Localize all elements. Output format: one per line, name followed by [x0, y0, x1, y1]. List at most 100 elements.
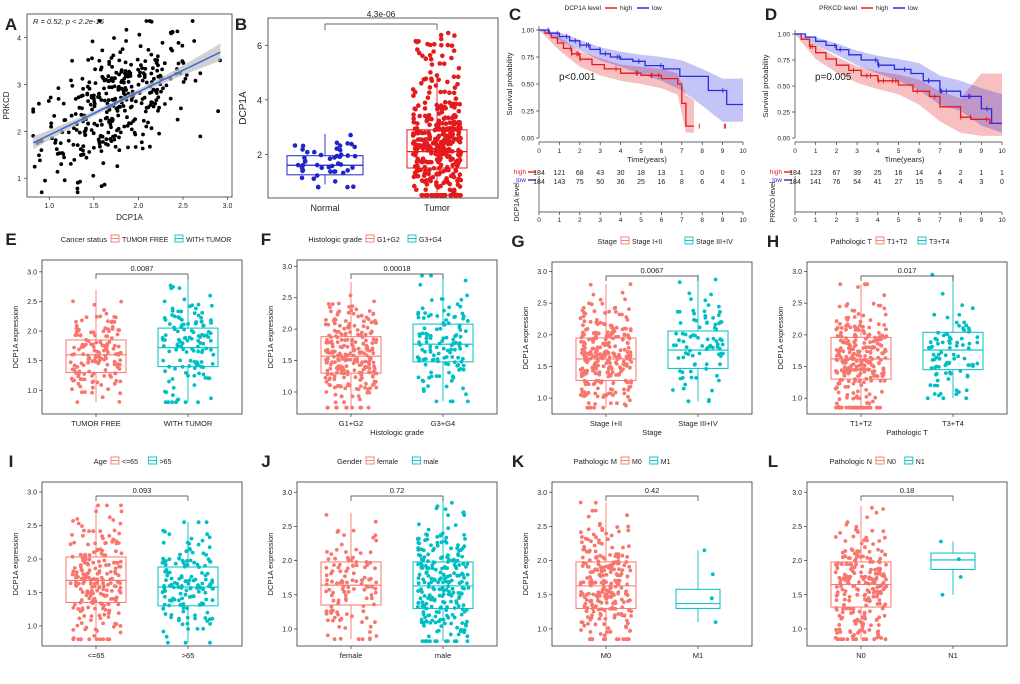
data-point: [106, 615, 111, 619]
data-point: [364, 596, 369, 601]
data-point: [371, 337, 376, 342]
data-point: [619, 597, 624, 602]
data-point: [163, 529, 167, 534]
y-tick-label: 2.5: [537, 524, 547, 531]
data-point: [345, 357, 350, 362]
data-point-tumor: [447, 90, 452, 96]
data-point: [356, 394, 361, 398]
data-point: [858, 319, 863, 324]
scatter-point: [129, 62, 134, 67]
data-point: [335, 581, 339, 586]
data-point: [369, 320, 374, 325]
data-point: [609, 401, 613, 406]
data-point: [951, 352, 956, 357]
data-point: [114, 622, 119, 626]
data-point-tumor: [441, 61, 447, 66]
panel-e: E Cancer status TUMOR FREE WITH TUMORTUMOR …: [5, 230, 243, 428]
data-point: [975, 361, 980, 366]
scatter-point: [116, 113, 121, 118]
data-point: [444, 535, 449, 540]
data-point: [834, 348, 839, 352]
data-point: [419, 561, 423, 566]
data-point: [87, 637, 92, 642]
data-point: [429, 370, 433, 375]
data-point: [882, 613, 887, 618]
data-point: [869, 378, 874, 383]
data-point: [861, 313, 866, 318]
data-point: [344, 612, 349, 616]
data-point: [610, 370, 615, 375]
data-point: [593, 391, 598, 396]
data-point: [622, 347, 627, 352]
y-tick-label: 3: [17, 82, 21, 89]
data-point: [352, 347, 357, 352]
data-point: [116, 602, 121, 607]
data-point-normal: [345, 184, 350, 190]
data-point: [629, 614, 633, 618]
data-point: [328, 376, 332, 381]
box: [320, 561, 382, 606]
data-point: [357, 350, 362, 355]
scatter-point: [66, 130, 71, 135]
data-point: [118, 585, 123, 590]
data-point: [437, 577, 442, 582]
data-point: [364, 365, 369, 369]
data-point: [72, 345, 76, 350]
data-point: [168, 283, 173, 288]
data-point: [360, 620, 364, 624]
data-point: [329, 309, 333, 314]
p-value: 0.0067: [641, 266, 664, 275]
data-point: [456, 543, 460, 547]
x-tick-label: 0: [537, 217, 541, 224]
scatter-point: [75, 190, 80, 195]
y-tick-label: 2.0: [537, 558, 547, 565]
data-point: [861, 328, 866, 333]
data-point: [444, 587, 449, 592]
data-point: [598, 380, 603, 385]
scatter-point: [123, 86, 128, 90]
data-point-tumor: [426, 171, 432, 177]
data-point: [447, 305, 452, 310]
data-point: [620, 553, 625, 558]
data-point: [718, 310, 722, 314]
y-tick-label: 1.5: [792, 364, 802, 371]
data-point-tumor: [451, 90, 457, 96]
scatter-point: [72, 126, 76, 130]
data-point: [416, 601, 421, 605]
data-point: [446, 526, 451, 531]
data-point: [617, 371, 622, 376]
y-tick-label: 2.0: [282, 558, 292, 565]
data-point: [584, 598, 589, 602]
data-point: [193, 613, 197, 618]
data-point: [590, 613, 594, 618]
data-point: [599, 607, 604, 611]
scatter-point: [56, 86, 61, 90]
data-point: [610, 545, 615, 550]
data-point: [626, 333, 630, 338]
scatter-point: [146, 48, 151, 52]
data-point: [119, 299, 124, 304]
data-point: [80, 318, 84, 323]
data-point: [339, 384, 343, 389]
legend-label-group1: <=65: [122, 459, 138, 466]
data-point: [845, 393, 850, 397]
legend-label-group2: M1: [661, 459, 671, 466]
y-tick-label: 2: [257, 150, 262, 160]
scatter-point: [176, 61, 181, 66]
data-point: [426, 527, 431, 532]
y-tick-label: 3.0: [27, 269, 37, 276]
data-point: [112, 528, 117, 533]
data-point: [857, 580, 861, 585]
data-point-tumor: [451, 113, 457, 119]
data-point: [871, 339, 876, 344]
data-point-tumor: [455, 178, 460, 184]
data-point: [626, 524, 631, 529]
data-point: [448, 350, 452, 355]
data-point: [433, 614, 438, 619]
risk-table-cell: 16: [658, 179, 666, 186]
data-point: [593, 508, 598, 513]
data-point: [200, 538, 205, 543]
data-point: [116, 328, 121, 332]
data-point: [590, 365, 595, 370]
